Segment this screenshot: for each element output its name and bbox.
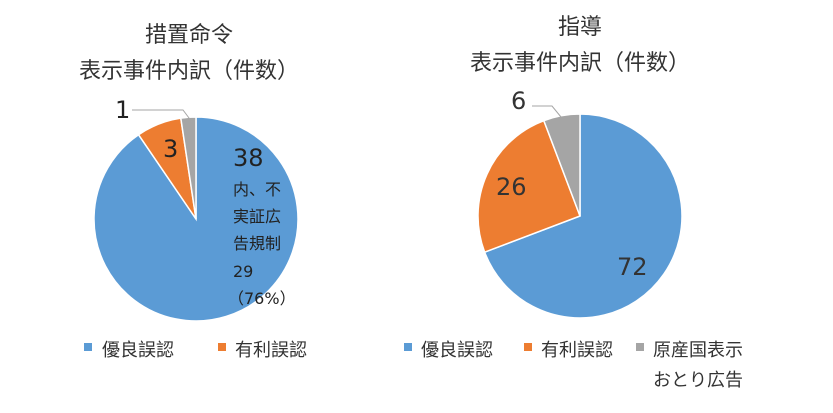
chart1-label-38: 38 xyxy=(233,144,264,172)
chart2-legend-label-3b: おとり広告 xyxy=(653,370,743,391)
chart2-legend-label-2: 有利誤認 xyxy=(541,340,613,361)
chart1-annotation-line2: 実証広 xyxy=(233,207,281,226)
chart2-legend-swatch-gray xyxy=(636,343,644,351)
chart1-legend-label-2: 有利誤認 xyxy=(235,340,307,361)
chart-guidance: 指導 表示事件内訳（件数） 6 26 72 優良誤認 有利誤認 原産国表示 おと… xyxy=(404,15,743,391)
chart1-annotation-line5: （76%） xyxy=(228,289,296,308)
chart2-legend-label-3a: 原産国表示 xyxy=(653,340,743,361)
chart2-legend: 優良誤認 有利誤認 原産国表示 おとり広告 xyxy=(404,340,743,391)
chart1-legend-swatch-blue xyxy=(84,343,92,351)
chart1-title-line1: 措置命令 xyxy=(145,23,233,48)
chart2-pie xyxy=(477,113,683,319)
chart1-label-one: 1 xyxy=(115,96,130,124)
chart2-slice-gensankoku-otori xyxy=(542,113,581,217)
chart-measures-order: 措置命令 表示事件内訳（件数） 1 3 38 内、不 実証広 告規制 29 （7… xyxy=(79,23,307,361)
chart1-pie xyxy=(93,116,299,322)
chart2-label-26: 26 xyxy=(496,173,527,201)
chart2-label-six: 6 xyxy=(511,87,526,115)
chart1-legend-label-1: 優良誤認 xyxy=(102,340,174,361)
chart2-title-line2: 表示事件内訳（件数） xyxy=(470,51,690,76)
chart2-legend-swatch-blue xyxy=(404,343,412,351)
chart1-title-line2: 表示事件内訳（件数） xyxy=(79,59,299,84)
chart1-legend: 優良誤認 有利誤認 xyxy=(84,340,307,361)
chart1-leader-line xyxy=(132,109,193,123)
chart2-slice-yuryo-gonin xyxy=(483,113,683,319)
chart2-legend-swatch-orange xyxy=(524,343,532,351)
chart2-legend-label-1: 優良誤認 xyxy=(421,340,493,361)
chart2-label-72: 72 xyxy=(617,253,648,281)
chart1-annotation-line1: 内、不 xyxy=(233,180,281,199)
chart1-legend-swatch-orange xyxy=(218,343,226,351)
chart2-title-line1: 指導 xyxy=(558,15,602,40)
chart1-label-three: 3 xyxy=(163,135,178,163)
chart1-annotation-line3: 告規制 xyxy=(233,234,281,253)
chart2-leader-line xyxy=(532,105,562,118)
chart1-annotation-line4: 29 xyxy=(233,262,253,281)
chart2-slice-yuri-gonin xyxy=(477,119,581,254)
